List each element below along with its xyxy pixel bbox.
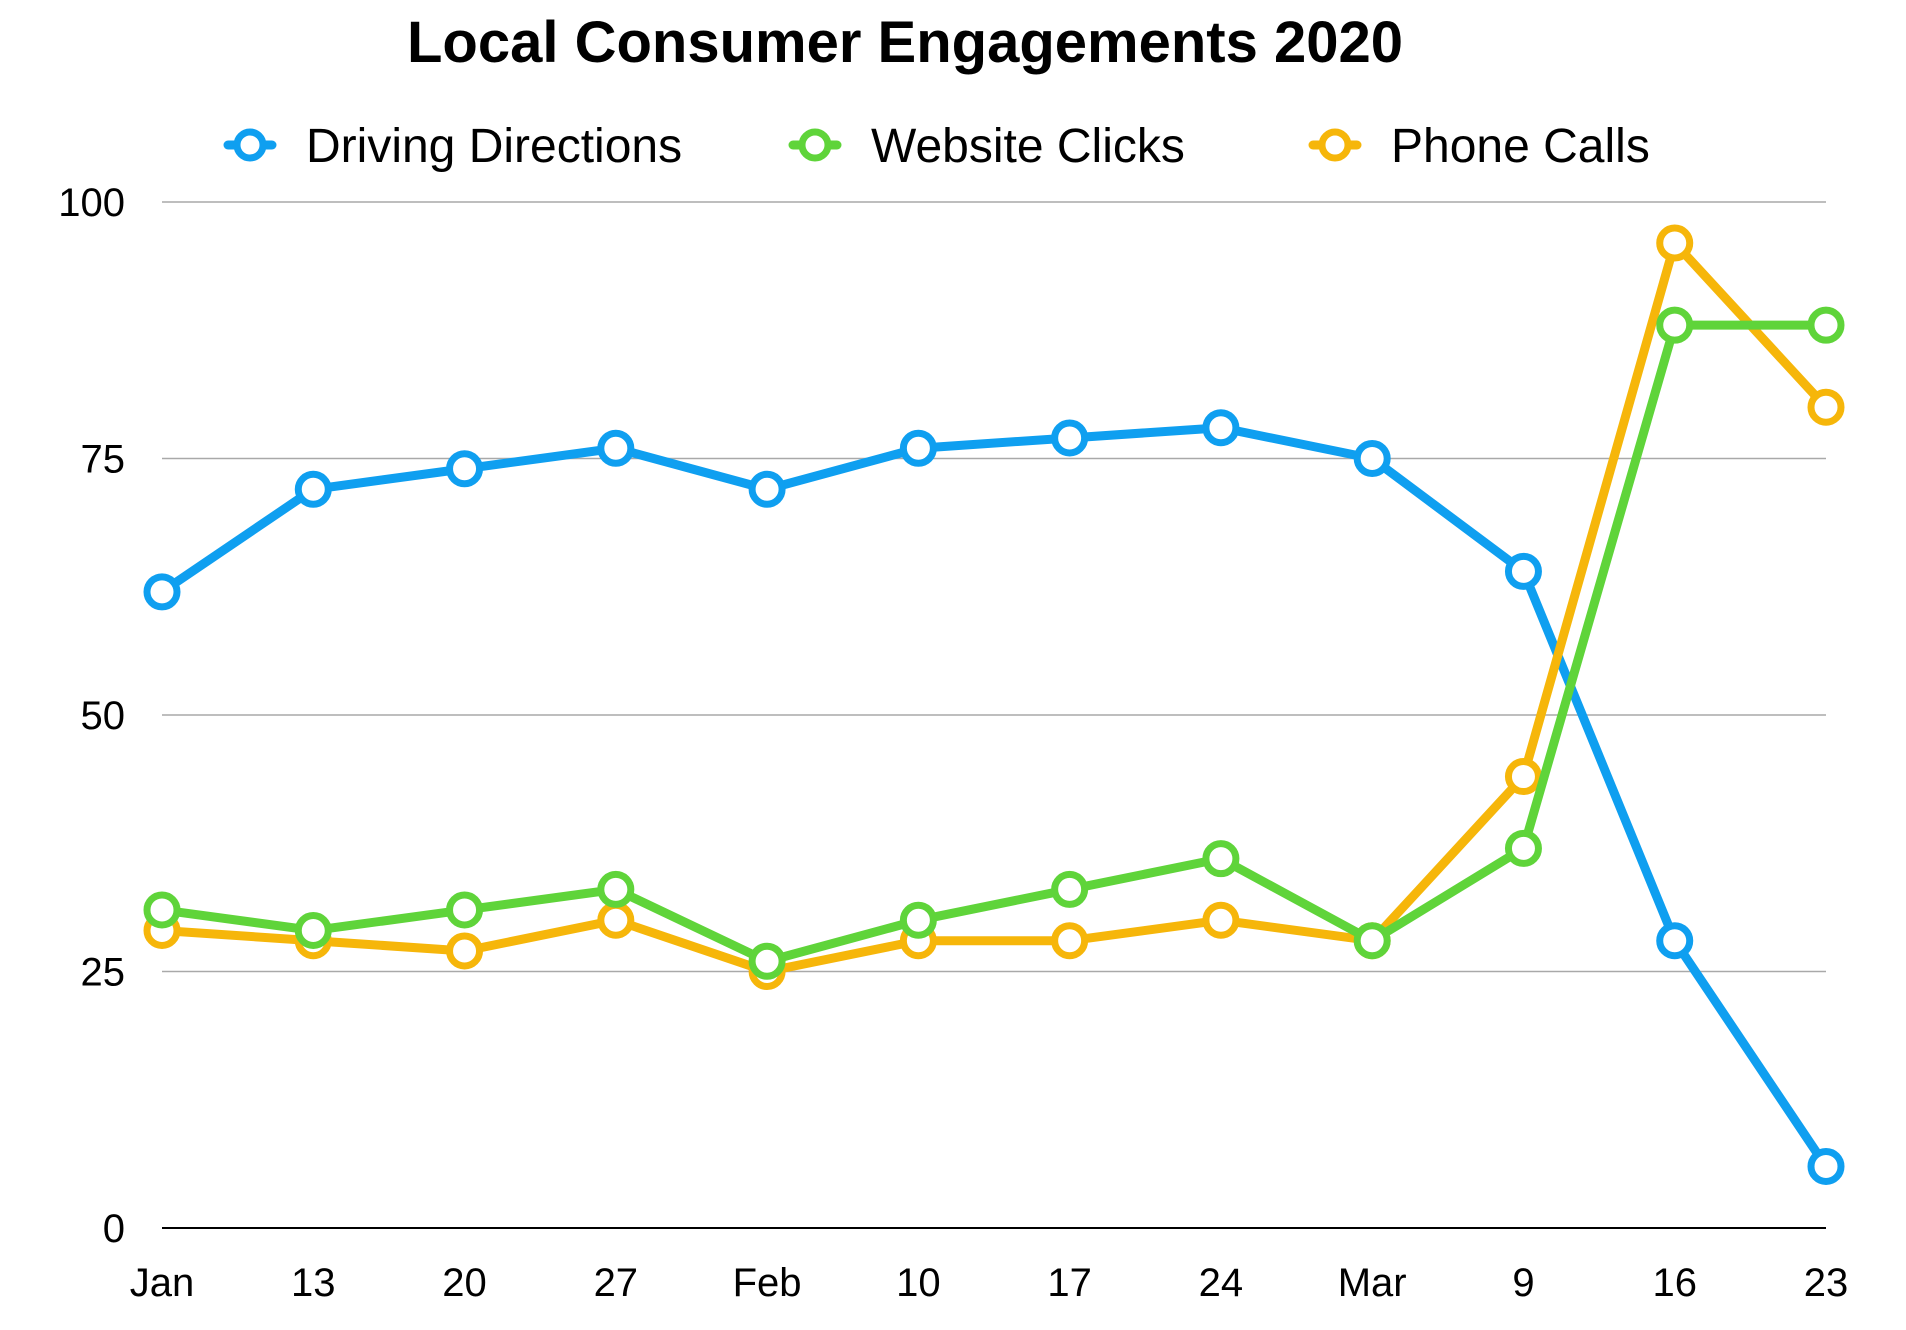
y-axis-ticks: 0 25 50 75 100	[58, 181, 125, 1251]
x-tick-label: 10	[896, 1261, 941, 1305]
data-point	[1504, 829, 1542, 867]
data-point	[597, 901, 635, 939]
y-tick-label: 25	[81, 951, 126, 995]
data-point	[597, 870, 635, 908]
legend-label: Driving Directions	[306, 120, 682, 173]
data-point	[446, 891, 484, 929]
series-driving-directions	[143, 409, 1845, 1185]
legend-item: Driving Directions	[223, 120, 682, 173]
data-point	[1202, 409, 1240, 447]
series-line	[157, 320, 1831, 966]
y-tick-label: 100	[58, 181, 125, 225]
series-group	[143, 224, 1845, 1185]
chart-title: Local Consumer Engagements 2020	[407, 10, 1403, 75]
y-tick-label: 0	[103, 1207, 125, 1251]
x-tick-label: 23	[1804, 1261, 1849, 1305]
series-line	[157, 238, 1831, 976]
data-point	[1202, 901, 1240, 939]
x-tick-label: 13	[291, 1261, 336, 1305]
data-point	[1656, 306, 1694, 344]
x-tick-label: 24	[1199, 1261, 1244, 1305]
x-tick-label: Mar	[1338, 1261, 1407, 1305]
data-point	[446, 450, 484, 488]
legend-label: Phone Calls	[1391, 120, 1650, 173]
data-point	[143, 891, 181, 929]
x-tick-label: 20	[442, 1261, 487, 1305]
data-point	[1807, 388, 1845, 426]
y-tick-label: 75	[81, 438, 126, 482]
legend: Driving Directions Website Clicks Phone Ca…	[223, 120, 1650, 173]
x-tick-label: Feb	[733, 1261, 802, 1305]
series-phone-calls	[143, 224, 1845, 990]
series-website-clicks	[143, 306, 1845, 980]
data-point	[899, 429, 937, 467]
data-point	[143, 573, 181, 611]
data-point	[1051, 870, 1089, 908]
data-point	[446, 932, 484, 970]
legend-marker	[1318, 128, 1352, 162]
series-line	[157, 423, 1831, 1171]
data-point	[1051, 419, 1089, 457]
data-point	[1807, 306, 1845, 344]
x-tick-label: 16	[1652, 1261, 1697, 1305]
legend-marker	[233, 128, 267, 162]
data-point	[294, 911, 332, 949]
data-point	[1656, 224, 1694, 262]
legend-marker	[798, 128, 832, 162]
legend-item: Phone Calls	[1308, 120, 1650, 173]
data-point	[1656, 922, 1694, 960]
data-point	[1202, 840, 1240, 878]
data-point	[1353, 922, 1391, 960]
data-point	[1504, 552, 1542, 590]
data-point	[1807, 1147, 1845, 1185]
x-tick-label: 27	[594, 1261, 639, 1305]
legend-item: Website Clicks	[788, 120, 1185, 173]
data-point	[597, 429, 635, 467]
data-point	[748, 942, 786, 980]
x-axis-ticks: Jan 13 20 27 Feb 10 17 24 Mar 9 16 23	[130, 1261, 1849, 1305]
data-point	[748, 470, 786, 508]
x-tick-label: 17	[1047, 1261, 1092, 1305]
data-point	[294, 470, 332, 508]
legend-label: Website Clicks	[871, 120, 1185, 173]
data-point	[899, 901, 937, 939]
data-point	[1051, 922, 1089, 960]
data-point	[1353, 440, 1391, 477]
data-point	[1504, 758, 1542, 796]
gridlines	[162, 201, 1826, 973]
x-tick-label: 9	[1512, 1261, 1534, 1305]
x-tick-label: Jan	[130, 1261, 195, 1305]
y-tick-label: 50	[81, 694, 126, 738]
